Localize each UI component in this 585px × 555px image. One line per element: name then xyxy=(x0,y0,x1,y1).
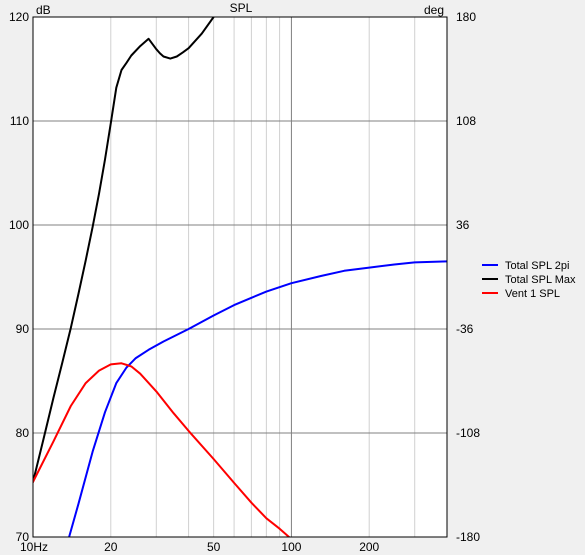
legend-label: Total SPL Max xyxy=(505,274,576,286)
legend-label: Total SPL 2pi xyxy=(505,260,569,272)
series-line-total-spl-2pi xyxy=(68,260,447,537)
x-tick-label: 20 xyxy=(104,540,118,554)
y-tick-label: 120 xyxy=(9,10,29,24)
y-left-unit: dB xyxy=(36,3,51,17)
y2-tick-label: -36 xyxy=(456,322,474,336)
plot-background xyxy=(33,17,447,537)
tick-labels: 10Hz 20 50 100 200 70 80 90 100 110 120 -180 -108 -36… xyxy=(9,10,480,554)
x-tick-label: 100 xyxy=(281,540,301,554)
y-tick-label: 80 xyxy=(16,426,30,440)
y2-tick-label: 108 xyxy=(456,114,476,128)
grid xyxy=(33,17,447,537)
chart-title: SPL xyxy=(230,1,253,15)
legend: Total SPL 2pi Total SPL Max Vent 1 SPL xyxy=(482,260,576,300)
curves xyxy=(33,17,447,537)
y2-tick-label: -180 xyxy=(456,530,480,544)
series-line-vent-1-spl xyxy=(33,362,291,537)
y2-tick-label: 36 xyxy=(456,218,470,232)
y2-tick-label: 180 xyxy=(456,10,476,24)
y-tick-label: 90 xyxy=(16,322,30,336)
series-line-total-spl-max xyxy=(33,17,215,483)
y-tick-label: 100 xyxy=(9,218,29,232)
y-tick-label: 70 xyxy=(16,530,30,544)
legend-label: Vent 1 SPL xyxy=(505,288,560,300)
x-tick-label: 50 xyxy=(207,540,221,554)
y2-tick-label: -108 xyxy=(456,426,480,440)
x-tick-label: 10Hz xyxy=(20,540,48,554)
x-tick-label: 200 xyxy=(359,540,379,554)
y-tick-label: 110 xyxy=(10,114,29,128)
plot-border xyxy=(32,16,448,538)
y-right-unit: deg xyxy=(424,3,444,17)
